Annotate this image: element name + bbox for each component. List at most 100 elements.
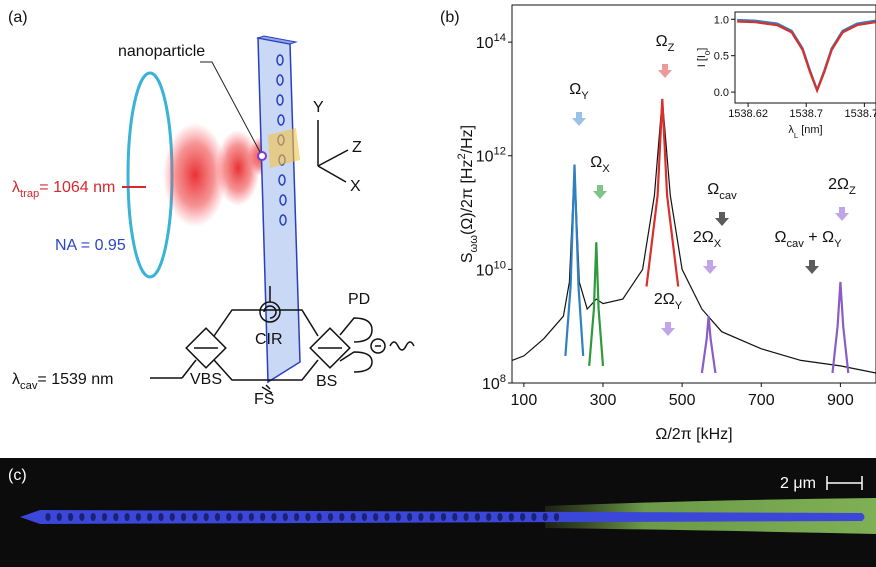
hole	[203, 513, 209, 521]
hole	[79, 513, 85, 521]
hole	[68, 513, 74, 521]
peak-label: ΩX	[590, 154, 610, 175]
hole	[45, 513, 51, 521]
panel-a: (a) nanoparticle Y Z X λtrap= 1064 nm NA…	[8, 9, 415, 408]
leader	[200, 61, 261, 153]
y-tick-label: 108	[482, 373, 506, 393]
panel-label: (c)	[8, 467, 27, 484]
panel-c: (c) 2 μm	[0, 458, 876, 567]
hole	[440, 513, 447, 521]
hole	[542, 513, 548, 521]
x-tick-label: 1538.78	[844, 108, 876, 120]
hole	[407, 513, 413, 521]
hole	[135, 513, 141, 521]
label: BS	[316, 373, 337, 390]
circuit	[150, 286, 415, 394]
peak-arrow	[703, 260, 717, 274]
hole	[56, 513, 62, 521]
hole	[158, 513, 164, 521]
hole	[339, 513, 345, 521]
peak-arrow	[805, 260, 819, 274]
axis-label: X	[350, 178, 361, 195]
peak-label: 2ΩY	[654, 291, 683, 312]
label: nanoparticle	[118, 43, 205, 60]
x-tick-label: 900	[827, 392, 854, 409]
hole	[553, 513, 560, 521]
label: CIR	[255, 331, 283, 348]
hole	[192, 513, 198, 521]
hole	[113, 513, 119, 521]
hole	[181, 513, 187, 521]
peak-label: 2ΩX	[693, 229, 722, 250]
x-axis-label: λL [nm]	[788, 124, 822, 140]
x-tick-label: 500	[669, 392, 696, 409]
hole	[327, 513, 334, 521]
hole	[520, 513, 526, 521]
x-tick-label: 300	[590, 392, 617, 409]
y-tick-label: 1012	[476, 146, 506, 166]
axis-label: Y	[313, 99, 324, 116]
peak-label: ΩZ	[656, 33, 675, 54]
peak-label: ΩY	[569, 81, 589, 102]
x-tick-label: 1538.62	[728, 108, 768, 120]
hole	[486, 513, 492, 521]
particle	[257, 151, 267, 161]
hole	[90, 513, 96, 521]
series-line	[564, 164, 585, 356]
hole	[214, 513, 221, 521]
scale-bar	[826, 476, 863, 490]
label: λcav= 1539 nm	[12, 371, 113, 392]
y-axis-label: Sωω(Ω)/2π [Hz2/Hz]	[456, 125, 480, 263]
axes-triad	[317, 120, 349, 183]
hole	[248, 513, 254, 521]
peak-arrow	[835, 207, 849, 221]
x-tick-label: 100	[511, 392, 538, 409]
hole	[418, 513, 424, 521]
hole	[395, 513, 401, 521]
peak-label: Ωcav + ΩY	[774, 229, 842, 250]
label: FS	[254, 391, 274, 408]
hole	[508, 513, 514, 521]
hole	[316, 513, 322, 521]
hole	[101, 513, 108, 521]
hole	[147, 513, 153, 521]
peak-arrow	[572, 112, 586, 126]
y-tick-label: 0.0	[714, 87, 729, 99]
peak-arrow	[658, 64, 672, 78]
peak-arrow	[715, 212, 729, 226]
peak-label: Ωcav	[707, 181, 737, 202]
x-tick-label: 700	[748, 392, 775, 409]
hole	[384, 513, 390, 521]
hole	[361, 513, 367, 521]
panel-label: (a)	[8, 9, 28, 26]
series-line	[588, 242, 605, 366]
scale-label: 2 μm	[780, 475, 816, 492]
hole	[294, 513, 300, 521]
peak-arrow	[661, 322, 675, 336]
hole	[282, 513, 288, 521]
series-line	[511, 98, 876, 374]
hole	[452, 513, 458, 521]
chart-1: 1538.62 1538.7 1538.78 0.0 0.5 1.0 λL [nm] I [I…	[696, 11, 876, 140]
hole	[531, 513, 537, 521]
peak-label: 2ΩZ	[828, 176, 856, 197]
y-tick-label: 1.0	[714, 14, 729, 26]
y-axis-label: I [I0]	[696, 48, 712, 68]
spectrum-chart: 100 300 500 700 900 108 1010 1012 1014 Ω/2π [kHz]…	[456, 4, 876, 443]
hole	[305, 513, 311, 521]
y-tick-label: 0.5	[714, 51, 729, 63]
hole	[169, 513, 175, 521]
hole	[260, 513, 266, 521]
series-line	[645, 98, 680, 287]
mode-highlight	[268, 128, 300, 168]
panel-label: (b)	[440, 9, 460, 26]
label: PD	[348, 291, 370, 308]
y-tick-label: 1010	[476, 259, 506, 279]
label: λtrap= 1064 nm	[12, 179, 115, 200]
series-line	[737, 20, 876, 94]
beam-glow	[163, 123, 227, 227]
hole	[497, 513, 503, 521]
x-axis-label: Ω/2π [kHz]	[655, 426, 732, 443]
label: VBS	[190, 371, 222, 388]
